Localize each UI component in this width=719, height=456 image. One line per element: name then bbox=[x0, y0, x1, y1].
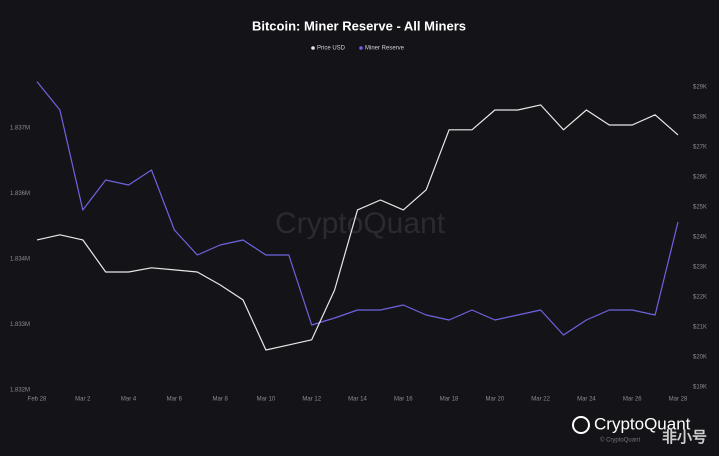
x-tick-label: Mar 28 bbox=[669, 397, 688, 403]
x-tick-label: Mar 6 bbox=[167, 397, 183, 403]
x-tick-label: Mar 18 bbox=[440, 397, 459, 403]
legend: Price USD Miner Reserve bbox=[311, 46, 405, 52]
y2-tick-label: $23K bbox=[693, 264, 707, 270]
x-tick-label: Mar 10 bbox=[257, 397, 276, 403]
y-tick-label: 1.833M bbox=[10, 322, 30, 328]
chart-title: Bitcoin: Miner Reserve - All Miners bbox=[252, 18, 466, 33]
x-tick-label: Feb 28 bbox=[28, 397, 47, 403]
x-tick-label: Mar 4 bbox=[121, 397, 137, 403]
y2-tick-label: $29K bbox=[693, 84, 707, 90]
y2-tick-label: $20K bbox=[693, 354, 707, 360]
y2-tick-label: $27K bbox=[693, 144, 707, 150]
x-tick-label: Mar 26 bbox=[623, 397, 642, 403]
x-tick-label: Mar 2 bbox=[75, 397, 91, 403]
y-tick-label: 1.832M bbox=[10, 388, 30, 394]
legend-marker bbox=[311, 46, 315, 50]
y2-tick-label: $25K bbox=[693, 204, 707, 210]
y-tick-label: 1.834M bbox=[10, 257, 30, 263]
x-tick-label: Mar 22 bbox=[531, 397, 550, 403]
x-tick-label: Mar 20 bbox=[486, 397, 505, 403]
legend-label: Price USD bbox=[317, 46, 346, 52]
y2-tick-label: $21K bbox=[693, 324, 707, 330]
x-tick-label: Mar 16 bbox=[394, 397, 413, 403]
copyright: © CryptoQuant bbox=[600, 437, 640, 444]
y2-tick-label: $28K bbox=[693, 114, 707, 120]
x-tick-label: Mar 8 bbox=[212, 397, 228, 403]
legend-marker bbox=[359, 46, 363, 50]
legend-label: Miner Reserve bbox=[365, 46, 405, 52]
series-line bbox=[36, 81, 679, 336]
overlay-text: 非小号 bbox=[662, 428, 707, 446]
watermark: CryptoQuant bbox=[275, 207, 446, 240]
x-tick-label: Mar 12 bbox=[302, 397, 321, 403]
y2-tick-label: $22K bbox=[693, 294, 707, 300]
y-tick-label: 1.837M bbox=[10, 126, 30, 132]
y-tick-label: 1.836M bbox=[10, 191, 30, 197]
y2-tick-label: $24K bbox=[693, 234, 707, 240]
x-tick-label: Mar 24 bbox=[577, 397, 596, 403]
y2-tick-label: $19K bbox=[693, 384, 707, 390]
logo: CryptoQuant bbox=[594, 414, 691, 433]
y2-tick-label: $26K bbox=[693, 174, 707, 180]
series-line bbox=[36, 104, 679, 351]
logo-icon bbox=[572, 416, 590, 434]
x-tick-label: Mar 14 bbox=[348, 397, 367, 403]
